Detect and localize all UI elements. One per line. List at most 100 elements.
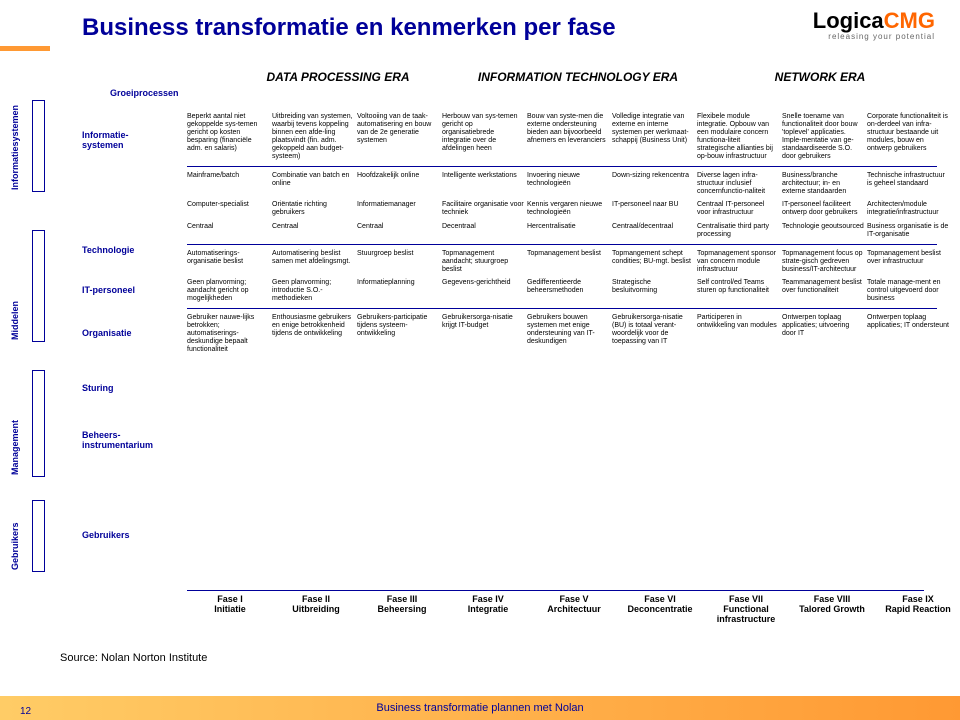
grid-cell: Gebruikersorga-nisatie krijgt IT-budget xyxy=(442,312,527,356)
grid-cell: Topmanagement sponsor van concern module… xyxy=(697,248,782,276)
grid-cell: IT-personeel faciliteert ontwerp door ge… xyxy=(782,199,867,219)
vgroup-label: Middelen xyxy=(10,301,20,340)
grid-cell: Volledige integratie van externe en inte… xyxy=(612,111,697,163)
grid-cell: Topmangement schept condities; BU-mgt. b… xyxy=(612,248,697,276)
source-citation: Source: Nolan Norton Institute xyxy=(60,652,207,664)
grid-cell: IT-personeel naar BU xyxy=(612,199,697,219)
grid-cell: Gebruikers bouwen systemen met enige ond… xyxy=(527,312,612,356)
grid-row: Beperkt aantal niet gekoppelde sys-temen… xyxy=(187,110,937,163)
row-label: Beheers- instrumentarium xyxy=(82,430,153,450)
accent-bar xyxy=(0,46,50,51)
grid-cell: Informatieplanning xyxy=(357,277,442,305)
grid-cell: Bouw van syste-men die externe ondersteu… xyxy=(527,111,612,163)
grid-cell: Geen planvorming; introductie S.O.-metho… xyxy=(272,277,357,305)
grid-cell: Enthousiasme gebruikers en enige betrokk… xyxy=(272,312,357,356)
phase-label: Fase IVIntegratie xyxy=(445,594,531,624)
grid-cell: Totale manage-ment en control uitgevoerd… xyxy=(867,277,952,305)
grid-cell: Centraal IT-personeel voor infrastructuu… xyxy=(697,199,782,219)
page-number: 12 xyxy=(20,706,31,717)
era-2: INFORMATION TECHNOLOGY ERA xyxy=(458,70,698,84)
grid-cell: Self control/ed Teams sturen op function… xyxy=(697,277,782,305)
row-label: IT-personeel xyxy=(82,285,135,295)
row-label: Informatie- systemen xyxy=(82,130,129,150)
phase-label: Fase IIIBeheersing xyxy=(359,594,445,624)
grid-cell: Strategische besluitvorming xyxy=(612,277,697,305)
slide: Business transformatie en kenmerken per … xyxy=(0,0,960,720)
row-label: Technologie xyxy=(82,245,134,255)
grid-cell: Ontwerpen toplaag applicaties; uitvoerin… xyxy=(782,312,867,356)
grid-cell: Combinatie van batch en online xyxy=(272,170,357,198)
grid-cell: Gebruikersorga-nisatie (BU) is totaal ve… xyxy=(612,312,697,356)
grid-cell: Beperkt aantal niet gekoppelde sys-temen… xyxy=(187,111,272,163)
logo-text1: Logica xyxy=(813,8,884,33)
grid-cell: Centraal xyxy=(187,221,272,241)
vgroup-label: Gebruikers xyxy=(10,522,20,570)
grid-cell: Hoofdzakelijk online xyxy=(357,170,442,198)
grid-cell: Geen planvorming; aandacht gericht op mo… xyxy=(187,277,272,305)
phase-label: Fase VArchitectuur xyxy=(531,594,617,624)
era-3: NETWORK ERA xyxy=(700,70,940,84)
grid-cell: Diverse lagen infra-structuur inclusief … xyxy=(697,170,782,198)
grid-cell: Oriëntatie richting gebruikers xyxy=(272,199,357,219)
phase-label: Fase VIIFunctional infrastructure xyxy=(703,594,789,624)
grid-cell: Down-sizing rekencentra xyxy=(612,170,697,198)
grid-cell: Flexibele module integratie. Opbouw van … xyxy=(697,111,782,163)
vgroup-label: Management xyxy=(10,420,20,475)
slide-title: Business transformatie en kenmerken per … xyxy=(82,14,616,42)
grid-cell: Gegevens-gerichtheid xyxy=(442,277,527,305)
grid-cell: Corporate functionaliteit is on-derdeel … xyxy=(867,111,952,163)
grid-cell: Facilitaire organisatie voor techniek xyxy=(442,199,527,219)
bottom-line xyxy=(187,590,924,591)
grid-cell: Stuurgroep beslist xyxy=(357,248,442,276)
vgroup-label: Informatiesystemen xyxy=(10,105,20,190)
grid-cell: Topmanagement beslist xyxy=(527,248,612,276)
row-label: Gebruikers xyxy=(82,530,130,540)
footer-bar: Business transformatie plannen met Nolan xyxy=(0,696,960,720)
grid-cell: Centraal xyxy=(272,221,357,241)
era-1: DATA PROCESSING ERA xyxy=(218,70,458,84)
phase-label: Fase IXRapid Reaction xyxy=(875,594,960,624)
grid-cell: Automatiserings-organisatie beslist xyxy=(187,248,272,276)
row-label: Sturing xyxy=(82,383,114,393)
logo: LogicaCMG releasing your potential xyxy=(813,10,935,41)
grid-row: Mainframe/batchCombinatie van batch en o… xyxy=(187,166,937,198)
groei-label: Groeiprocessen xyxy=(110,88,179,98)
grid-row: Geen planvorming; aandacht gericht op mo… xyxy=(187,276,937,305)
phase-label: Fase IInitiatie xyxy=(187,594,273,624)
vgroup-box xyxy=(32,370,45,477)
grid-cell: Automatisering beslist samen met afdelin… xyxy=(272,248,357,276)
grid-cell: Business/branche architectuur; in- en ex… xyxy=(782,170,867,198)
footer-text: Business transformatie plannen met Nolan xyxy=(376,702,583,714)
grid-cell: Technische infrastructuur is geheel stan… xyxy=(867,170,952,198)
grid-cell: Decentraal xyxy=(442,221,527,241)
grid-cell: Hercentralisatie xyxy=(527,221,612,241)
grid-cell: Computer-specialist xyxy=(187,199,272,219)
grid-cell: Participeren in ontwikkeling van modules xyxy=(697,312,782,356)
grid-cell: Intelligente werkstations xyxy=(442,170,527,198)
grid-cell: Gebruiker nauwe-lijks betrokken; automat… xyxy=(187,312,272,356)
grid-cell: Snelle toename van functionaliteit door … xyxy=(782,111,867,163)
grid-cell: Uitbreiding van systemen, waarbij tevens… xyxy=(272,111,357,163)
grid-cell: Centralisatie third party processing xyxy=(697,221,782,241)
grid-row: Computer-specialistOriëntatie richting g… xyxy=(187,198,937,219)
grid-cell: Centraal xyxy=(357,221,442,241)
matrix-grid: Beperkt aantal niet gekoppelde sys-temen… xyxy=(187,110,937,356)
grid-cell: Teammanagement beslist over functionalit… xyxy=(782,277,867,305)
grid-cell: Informatiemanager xyxy=(357,199,442,219)
phase-label: Fase IIUitbreiding xyxy=(273,594,359,624)
vgroup-box xyxy=(32,230,45,342)
grid-cell: Architecten/module integratie/infrastruc… xyxy=(867,199,952,219)
grid-cell: Invoering nieuwe technologieën xyxy=(527,170,612,198)
grid-cell: Voltooiing van de taak-automatisering en… xyxy=(357,111,442,163)
grid-cell: Topmanagement beslist over infrastructuu… xyxy=(867,248,952,276)
phase-labels: Fase IInitiatieFase IIUitbreidingFase II… xyxy=(187,594,937,624)
grid-cell: Technologie geoutsourced xyxy=(782,221,867,241)
grid-row: Automatiserings-organisatie beslistAutom… xyxy=(187,244,937,276)
grid-row: Gebruiker nauwe-lijks betrokken; automat… xyxy=(187,308,937,356)
grid-cell: Kennis vergaren nieuwe technologieën xyxy=(527,199,612,219)
grid-cell: Topmanagement aandacht; stuurgroep besli… xyxy=(442,248,527,276)
grid-cell: Mainframe/batch xyxy=(187,170,272,198)
logo-text2: CMG xyxy=(884,8,935,33)
grid-cell: Gedifferentieerde beheersmethoden xyxy=(527,277,612,305)
vgroup-box xyxy=(32,100,45,192)
